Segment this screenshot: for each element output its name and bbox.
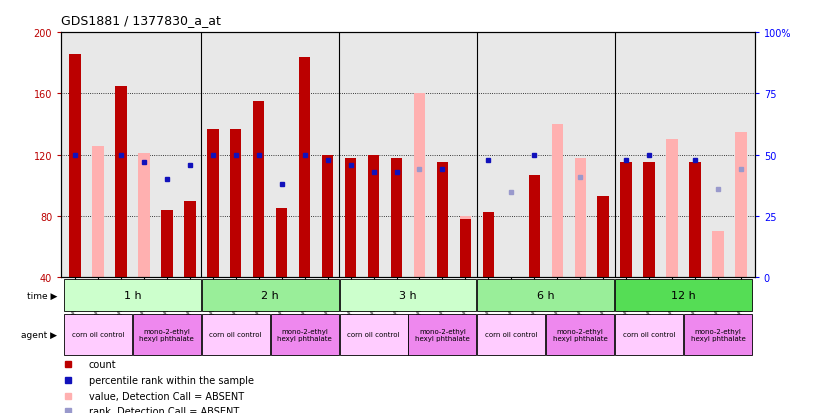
Bar: [690, 163, 701, 278]
Bar: [667, 140, 678, 278]
Bar: [546, 314, 614, 355]
Bar: [477, 314, 545, 355]
Text: mono-2-ethyl
hexyl phthalate: mono-2-ethyl hexyl phthalate: [277, 328, 332, 341]
Text: mono-2-ethyl
hexyl phthalate: mono-2-ethyl hexyl phthalate: [553, 328, 608, 341]
Bar: [414, 94, 425, 278]
Bar: [643, 163, 655, 278]
Text: value, Detection Call = ABSENT: value, Detection Call = ABSENT: [89, 391, 244, 401]
Bar: [207, 129, 219, 278]
Bar: [64, 279, 201, 311]
Bar: [64, 314, 132, 355]
Bar: [437, 163, 448, 278]
Bar: [459, 216, 471, 278]
Bar: [615, 279, 752, 311]
Text: 1 h: 1 h: [123, 290, 141, 300]
Bar: [620, 163, 632, 278]
Bar: [271, 314, 339, 355]
Bar: [69, 55, 81, 278]
Bar: [482, 212, 494, 278]
Text: 2 h: 2 h: [261, 290, 279, 300]
Bar: [477, 279, 614, 311]
Text: mono-2-ethyl
hexyl phthalate: mono-2-ethyl hexyl phthalate: [415, 328, 470, 341]
Bar: [230, 129, 242, 278]
Bar: [615, 314, 683, 355]
Bar: [253, 102, 264, 278]
Bar: [529, 175, 540, 278]
Bar: [345, 159, 357, 278]
Bar: [299, 57, 310, 278]
Bar: [459, 220, 471, 278]
Bar: [552, 125, 563, 278]
Text: count: count: [89, 359, 117, 369]
Text: corn oil control: corn oil control: [210, 332, 262, 337]
Bar: [322, 155, 334, 278]
Bar: [115, 87, 126, 278]
Text: GDS1881 / 1377830_a_at: GDS1881 / 1377830_a_at: [61, 14, 221, 27]
Text: corn oil control: corn oil control: [623, 332, 676, 337]
Bar: [339, 314, 407, 355]
Text: rank, Detection Call = ABSENT: rank, Detection Call = ABSENT: [89, 406, 239, 413]
Text: time ▶: time ▶: [27, 291, 57, 300]
Bar: [161, 211, 173, 278]
Text: corn oil control: corn oil control: [348, 332, 400, 337]
Text: 6 h: 6 h: [537, 290, 555, 300]
Bar: [391, 159, 402, 278]
Bar: [368, 155, 379, 278]
Bar: [133, 314, 201, 355]
Bar: [202, 314, 270, 355]
Text: mono-2-ethyl
hexyl phthalate: mono-2-ethyl hexyl phthalate: [690, 328, 746, 341]
Text: 12 h: 12 h: [672, 290, 696, 300]
Bar: [184, 201, 196, 278]
Bar: [202, 279, 339, 311]
Text: corn oil control: corn oil control: [485, 332, 538, 337]
Text: agent ▶: agent ▶: [21, 330, 57, 339]
Bar: [574, 159, 586, 278]
Bar: [712, 232, 724, 278]
Bar: [409, 314, 477, 355]
Text: corn oil control: corn oil control: [72, 332, 124, 337]
Bar: [684, 314, 752, 355]
Bar: [735, 133, 747, 278]
Text: percentile rank within the sample: percentile rank within the sample: [89, 375, 254, 385]
Text: 3 h: 3 h: [399, 290, 417, 300]
Bar: [138, 154, 149, 278]
Bar: [597, 197, 609, 278]
Text: mono-2-ethyl
hexyl phthalate: mono-2-ethyl hexyl phthalate: [140, 328, 194, 341]
Bar: [92, 146, 104, 278]
Bar: [276, 209, 287, 278]
Bar: [339, 279, 477, 311]
